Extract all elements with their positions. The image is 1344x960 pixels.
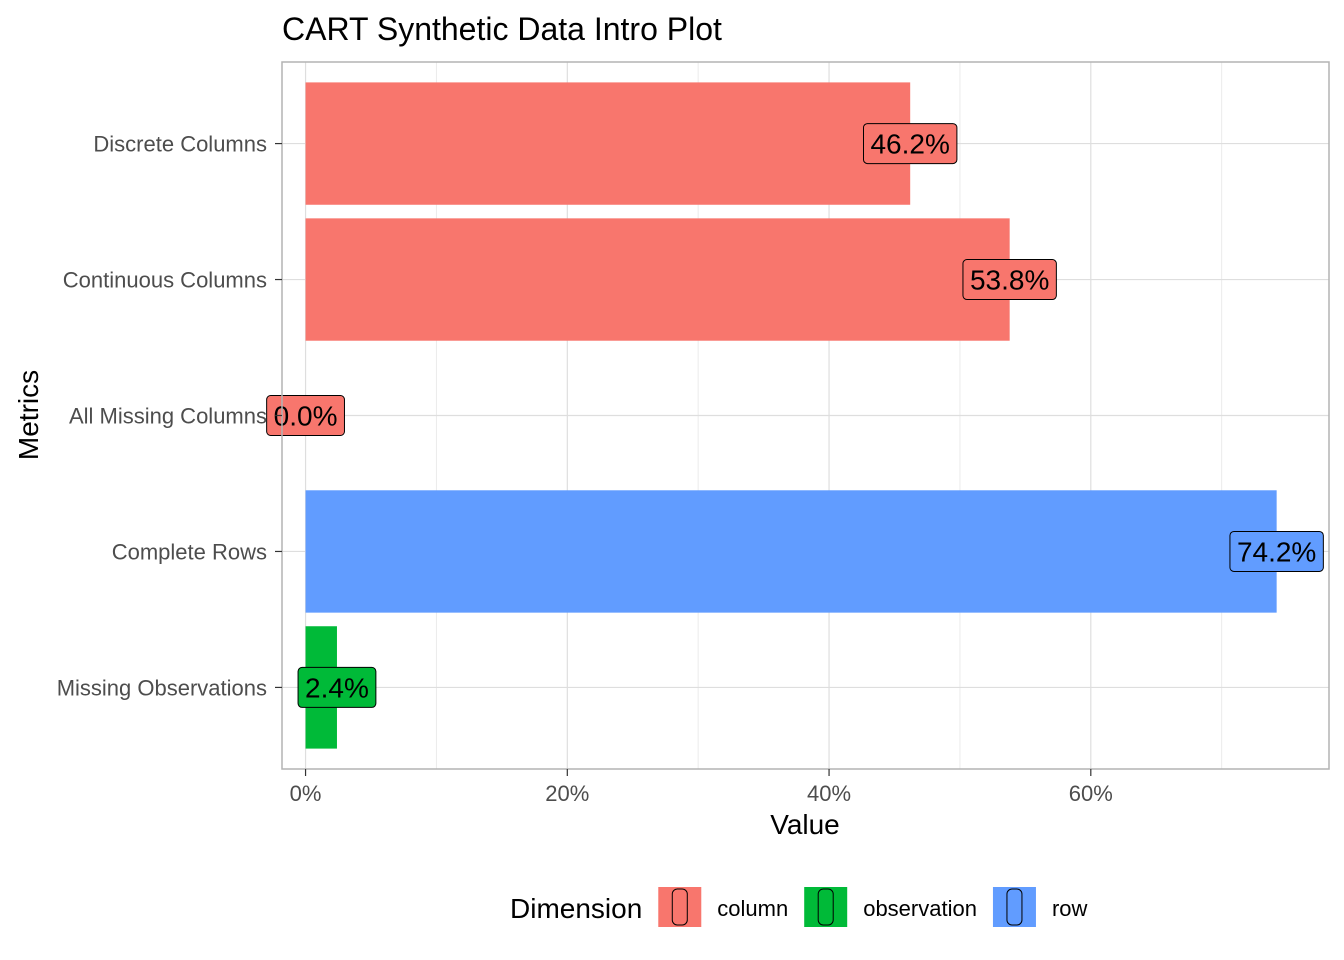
x-tick-label: 40% [807,781,851,806]
bars [305,82,1277,749]
x-axis-title: Value [770,809,840,840]
bar [305,490,1277,613]
data-label-box [266,395,345,436]
legend-key-label [671,888,688,926]
y-tick-label: All Missing Columns [69,404,267,429]
bar [305,82,911,205]
data-label-box [297,666,377,708]
legend-item-column: column [658,887,788,927]
data-label-box [962,259,1057,301]
data-label-text: 53.8% [970,265,1049,296]
data-label: 0.0% [266,395,345,436]
y-tick-label: Discrete Columns [93,132,267,157]
x-tick-label: 60% [1069,781,1113,806]
legend-label: column [717,896,788,921]
legend-label: row [1052,896,1088,921]
data-label-text: 2.4% [305,672,369,703]
y-tick-label: Complete Rows [112,539,267,564]
data-label: 46.2% [862,123,958,165]
data-label-text: 0.0% [274,401,338,432]
legend-label: observation [863,896,977,921]
data-label-text: 46.2% [870,129,949,160]
data-label: 74.2% [1229,530,1324,572]
legend-item-observation: observation [804,887,977,927]
data-label: 2.4% [297,666,377,708]
legend-title: Dimension [510,893,642,924]
y-axis-title: Metrics [13,370,44,460]
legend-item-row: row [992,887,1088,927]
y-tick-label: Missing Observations [57,675,267,700]
x-axis-ticks: 0% 20% 40% 60% [290,769,1113,806]
data-label-text: 74.2% [1237,536,1316,567]
y-axis-ticks: Discrete Columns Continuous Columns All Mi… [57,132,282,700]
bar [305,218,1010,341]
legend-key-label [1006,888,1023,926]
x-tick-label: 20% [545,781,589,806]
legend-key-label [817,888,834,926]
data-label-box [1229,530,1324,572]
data-label: 53.8% [962,259,1057,301]
legend: Dimension column observation row [510,887,1088,927]
x-tick-label: 0% [290,781,322,806]
y-tick-label: Continuous Columns [63,268,267,293]
chart-title: CART Synthetic Data Intro Plot [282,11,722,47]
data-labels: 46.2% 53.8% 0.0% 74.2% 2.4% [266,123,1324,708]
data-label-box [862,123,958,165]
